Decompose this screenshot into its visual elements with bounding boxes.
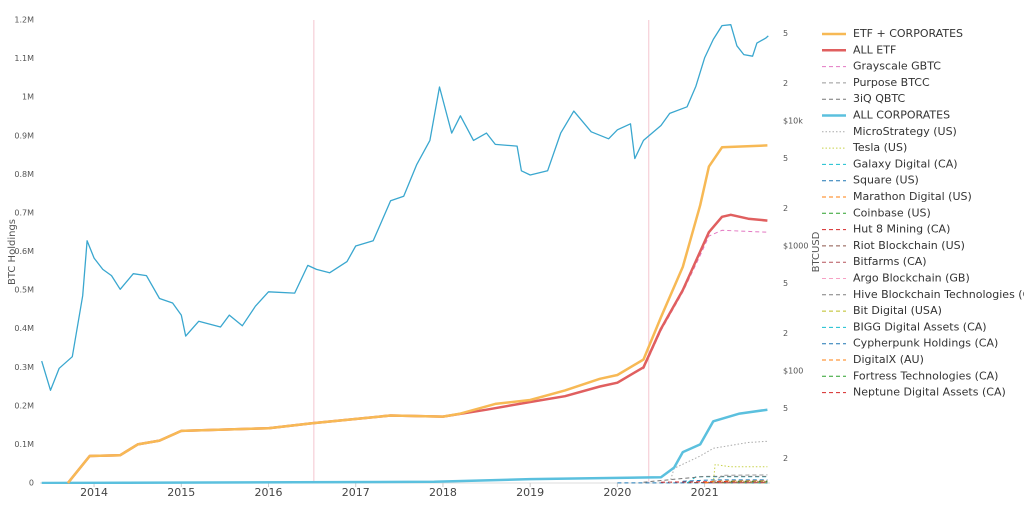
y2-tick-label: 2	[783, 454, 788, 463]
legend-label: Argo Blockchain (GB)	[853, 272, 970, 285]
legend-label: Neptune Digital Assets (CA)	[853, 386, 1006, 399]
legend-label: Fortress Technologies (CA)	[853, 369, 998, 382]
legend-label: 3iQ QBTC	[853, 92, 905, 105]
y-tick-label: 0.8M	[14, 170, 34, 179]
y2-tick-label: $10k	[783, 117, 803, 126]
y2-tick-label: 5	[783, 279, 788, 288]
series-line	[682, 479, 768, 482]
legend-label: Purpose BTCC	[853, 76, 930, 89]
x-tick-label: 2016	[255, 486, 283, 499]
y-axis-title: BTC Holdings	[7, 219, 18, 285]
y-tick-label: 0.3M	[14, 363, 34, 372]
y2-axis-title: BTCUSD	[811, 231, 822, 272]
series-line	[41, 24, 769, 391]
series-line	[704, 480, 768, 484]
series-line	[712, 464, 768, 484]
legend-label: Hive Blockchain Technologies (CA)	[853, 288, 1024, 301]
y-tick-label: 0.9M	[14, 131, 34, 140]
legend-label: Tesla (US)	[852, 141, 907, 154]
legend-label: ALL CORPORATES	[853, 109, 950, 122]
legend-label: Riot Blockchain (US)	[853, 239, 965, 252]
x-tick-label: 2017	[342, 486, 370, 499]
y2-tick-label: 2	[783, 204, 788, 213]
y-tick-label: 0.1M	[14, 440, 34, 449]
y-tick-label: 1M	[22, 93, 34, 102]
series-line	[669, 440, 768, 484]
y2-tick-label: 2	[783, 79, 788, 88]
y-tick-label: 1.2M	[14, 16, 34, 25]
series-line	[41, 408, 768, 484]
y2-tick-label: 5	[783, 29, 788, 38]
y2-tick-label: 2	[783, 329, 788, 338]
legend-label: Square (US)	[853, 174, 919, 187]
y2-tick-label: 5	[783, 404, 788, 413]
legend-label: ETF + CORPORATES	[853, 27, 963, 40]
legend-label: Galaxy Digital (CA)	[853, 157, 958, 170]
y-tick-label: 0.4M	[14, 324, 34, 333]
y-tick-label: 0.5M	[14, 286, 34, 295]
y-tick-label: 0.6M	[14, 247, 34, 256]
legend-label: Marathon Digital (US)	[853, 190, 972, 203]
legend-label: Bit Digital (USA)	[853, 304, 942, 317]
legend-label: ALL ETF	[853, 43, 896, 56]
legend-label: Bitfarms (CA)	[853, 255, 927, 268]
legend-label: Grayscale GBTC	[853, 60, 941, 73]
legend-label: MicroStrategy (US)	[853, 125, 957, 138]
x-tick-label: 2018	[429, 486, 457, 499]
x-tick-label: 2019	[516, 486, 544, 499]
x-tick-label: 2021	[691, 486, 719, 499]
series-line	[66, 144, 768, 484]
legend-label: DigitalX (AU)	[853, 353, 924, 366]
legend-label: Coinbase (US)	[853, 206, 931, 219]
series-line	[712, 474, 768, 484]
legend-label: Cypherpunk Holdings (CA)	[853, 337, 998, 350]
y2-tick-label: 5	[783, 154, 788, 163]
x-tick-label: 2020	[603, 486, 631, 499]
series-line	[660, 480, 768, 483]
series-line	[643, 229, 768, 370]
series-line	[66, 213, 768, 484]
y-tick-label: 0.7M	[14, 208, 34, 217]
legend-label: Hut 8 Mining (CA)	[853, 223, 950, 236]
x-tick-label: 2014	[80, 486, 108, 499]
y-tick-label: 1.1M	[14, 54, 34, 63]
y2-tick-label: $100	[783, 366, 803, 375]
y-tick-label: 0	[29, 479, 34, 488]
y2-tick-label: $1000	[783, 242, 808, 251]
y-tick-label: 0.2M	[14, 401, 34, 410]
series-line	[687, 481, 768, 484]
legend-label: BIGG Digital Assets (CA)	[853, 320, 987, 333]
x-tick-label: 2015	[167, 486, 195, 499]
